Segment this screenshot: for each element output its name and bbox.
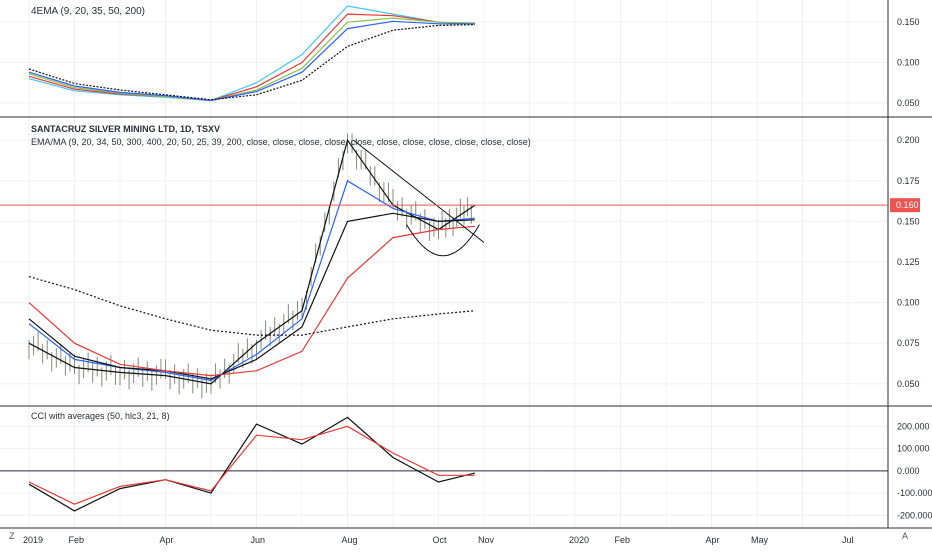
series-line-average: [28, 425, 475, 505]
series-line-35: [28, 17, 475, 102]
last-price-badge: [890, 198, 920, 213]
series-line-long-MA: [28, 276, 475, 336]
price-axis-tick-label: 0.050: [897, 379, 920, 389]
series-line-short-EMA: [28, 179, 475, 382]
series-line-20: [28, 13, 475, 102]
last-price-label: 0.160: [896, 200, 919, 210]
time-axis-label: Apr: [706, 535, 720, 545]
time-axis-label: Oct: [433, 535, 448, 545]
zoom-button[interactable]: Z: [9, 531, 15, 541]
price-axis-tick-label: 0.075: [897, 338, 920, 348]
trendline: [353, 139, 485, 243]
rounding-bottom-arc: [406, 224, 480, 257]
price-axis-tick-label: 0.125: [897, 257, 920, 267]
time-axis-label: Nov: [478, 535, 495, 545]
ema-axis-tick-label: 0.150: [897, 17, 920, 27]
series-line-200: [28, 24, 475, 101]
time-axis-label: Aug: [342, 535, 358, 545]
ema-axis-tick-label: 0.100: [897, 58, 920, 68]
series-line-CCI: [28, 416, 476, 512]
time-axis-label: Jul: [842, 535, 854, 545]
ema-axis-tick-label: 0.050: [897, 98, 920, 108]
price-pane-title: SANTACRUZ SILVER MINING LTD, 1D, TSXV: [31, 124, 221, 134]
time-axis-label: Feb: [69, 535, 85, 545]
cci-axis-tick-label: -200.000: [897, 510, 932, 520]
cci-axis-tick-label: 200.000: [897, 421, 930, 431]
price-pane-subtitle: EMA/MA (9, 20, 34, 50, 300, 400, 20, 50,…: [31, 137, 531, 147]
cci-axis-tick-label: 100.000: [897, 444, 930, 454]
price-axis-tick-label: 0.150: [897, 216, 920, 226]
series-line-EMA: [28, 212, 475, 380]
time-axis-label: May: [751, 535, 769, 545]
time-axis-label: Apr: [160, 535, 174, 545]
series-line-9: [28, 5, 475, 102]
price-axis-tick-label: 0.175: [897, 176, 920, 186]
series-line-mid-EMA: [28, 225, 475, 377]
ema-pane-label: 4EMA (9, 20, 35, 50, 200): [31, 6, 145, 17]
cci-axis-tick-label: -100.000: [897, 488, 932, 498]
price-axis-tick-label: 0.200: [897, 135, 920, 145]
time-axis-label: Jun: [251, 535, 266, 545]
time-axis-label: Feb: [615, 535, 631, 545]
price-axis-tick-label: 0.100: [897, 298, 920, 308]
auto-scale-button[interactable]: A: [902, 531, 909, 541]
cci-pane-label: CCI with averages (50, hlc3, 21, 8): [31, 411, 170, 421]
series-line-50: [28, 20, 475, 102]
time-axis-label: 2019: [23, 535, 43, 545]
time-axis-label: 2020: [569, 535, 589, 545]
cci-axis-tick-label: 0.000: [897, 466, 920, 476]
